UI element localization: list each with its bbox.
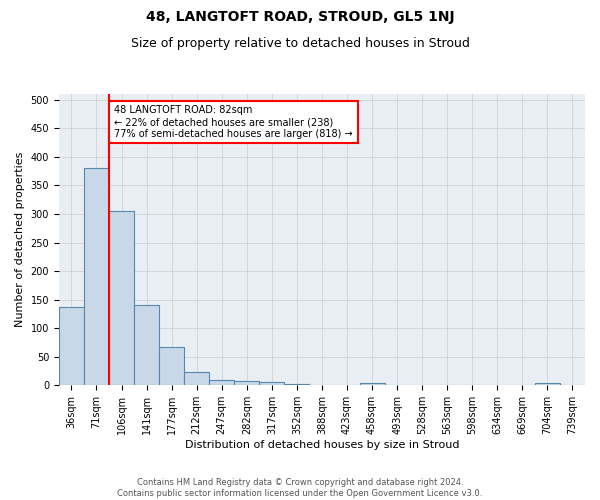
Bar [259,382,284,386]
Text: 48 LANGTOFT ROAD: 82sqm
← 22% of detached houses are smaller (238)
77% of semi-d: 48 LANGTOFT ROAD: 82sqm ← 22% of detache… [114,106,353,138]
Bar [109,211,134,386]
Bar [535,383,560,386]
Bar [359,383,385,386]
Bar [84,168,109,386]
Text: Contains HM Land Registry data © Crown copyright and database right 2024.
Contai: Contains HM Land Registry data © Crown c… [118,478,482,498]
Y-axis label: Number of detached properties: Number of detached properties [15,152,25,328]
Bar [209,380,234,386]
Bar [134,306,159,386]
Bar [159,346,184,386]
Text: 48, LANGTOFT ROAD, STROUD, GL5 1NJ: 48, LANGTOFT ROAD, STROUD, GL5 1NJ [146,10,454,24]
Bar [234,382,259,386]
Text: Size of property relative to detached houses in Stroud: Size of property relative to detached ho… [131,38,469,51]
X-axis label: Distribution of detached houses by size in Stroud: Distribution of detached houses by size … [185,440,459,450]
Bar [184,372,209,386]
Bar [59,307,84,386]
Bar [284,384,310,386]
